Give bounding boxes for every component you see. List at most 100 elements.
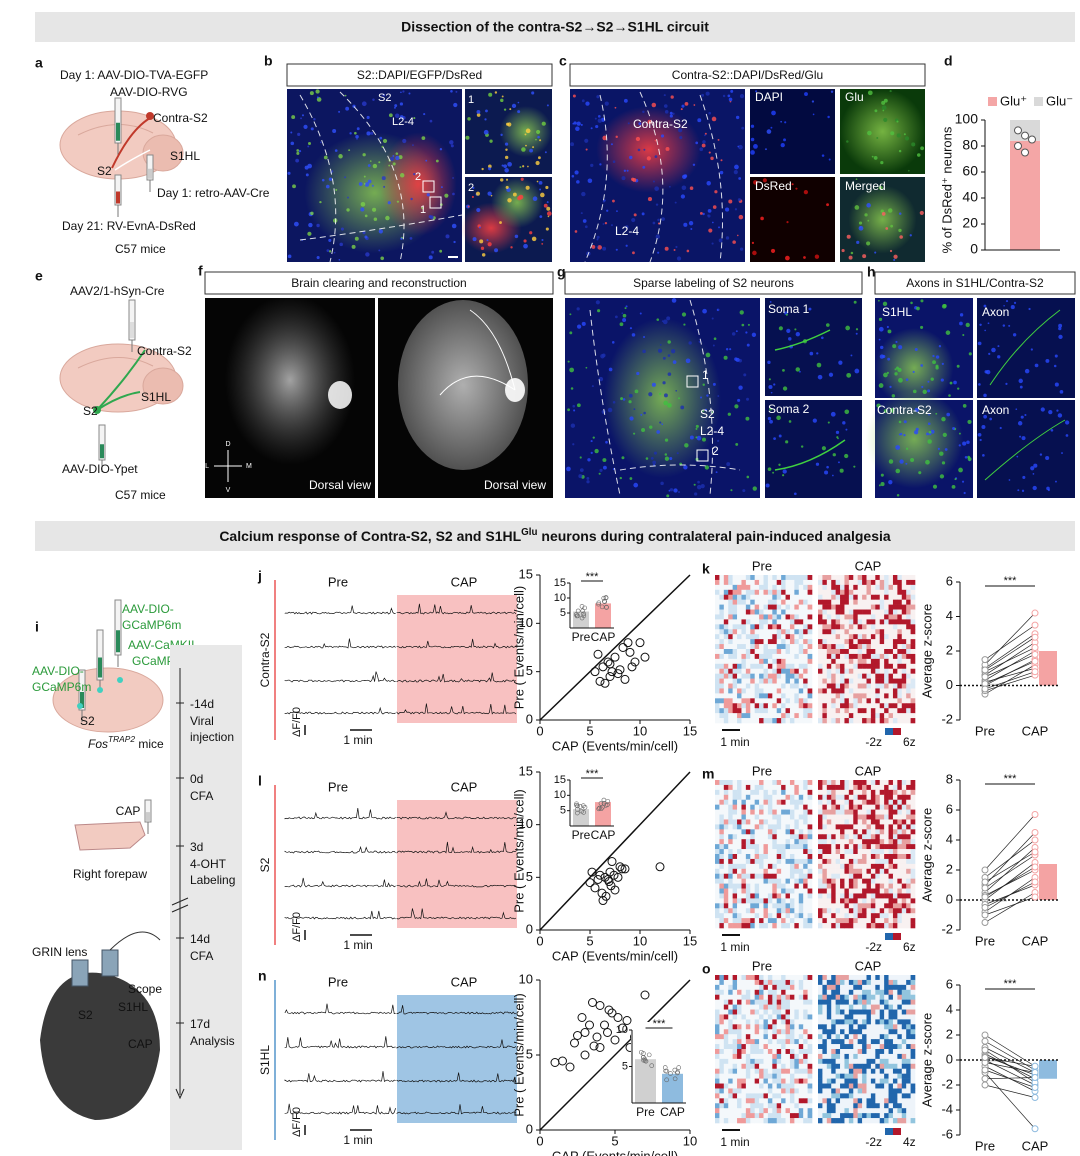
heatmap-cell	[906, 863, 911, 870]
heatmap-cell	[750, 1078, 755, 1084]
label: AAV2/1-hSyn-Cre	[70, 284, 165, 298]
heatmap-cell	[781, 794, 786, 801]
heatmap-cell	[822, 780, 828, 786]
roi-box	[429, 196, 442, 209]
heatmap-cell	[798, 1058, 804, 1065]
heatmap-cell	[719, 1058, 725, 1065]
heatmap-cell	[750, 624, 755, 630]
heatmap-cell	[715, 668, 720, 674]
micrograph-cell	[629, 155, 633, 160]
heatmap-cell	[719, 634, 725, 640]
heatmap-cell	[866, 644, 872, 650]
heatmap-cell	[798, 804, 804, 810]
heatmap-cell	[892, 1039, 898, 1045]
micrograph-cell	[304, 165, 309, 170]
label: 1 min	[343, 938, 372, 952]
heatmap-cell	[866, 809, 872, 815]
label: S1HL	[170, 149, 200, 163]
heatmap-cell	[857, 693, 863, 699]
heatmap-cell	[862, 594, 867, 600]
micrograph-cell	[719, 170, 724, 175]
label: S1HL	[882, 305, 912, 319]
heatmap-cell	[888, 594, 894, 600]
heatmap-cell	[785, 634, 791, 640]
heatmap-cell	[906, 693, 911, 699]
heatmap-cell	[789, 1083, 795, 1089]
heatmap-cell	[910, 975, 916, 981]
micrograph-cell	[596, 238, 599, 241]
micrograph-cell	[684, 101, 689, 106]
micrograph-cell	[693, 483, 696, 486]
heatmap-cell	[831, 784, 836, 791]
heatmap-cell	[844, 1063, 850, 1070]
heatmap-cell	[737, 1083, 742, 1089]
heatmap-cell	[732, 1073, 738, 1079]
micrograph-cell	[449, 140, 454, 145]
heatmap-cell	[840, 619, 845, 625]
heatmap-cell	[750, 1118, 755, 1124]
heatmap-cell	[741, 883, 747, 889]
heatmap-cell	[822, 708, 828, 714]
heatmap-cell	[719, 1014, 725, 1020]
label: 2	[415, 171, 421, 183]
micrograph-cell	[301, 114, 305, 117]
micrograph-cell	[846, 234, 851, 239]
heatmap-cell	[822, 653, 828, 660]
heatmap-cell	[763, 663, 769, 670]
micrograph-cell	[640, 413, 643, 416]
heatmap-cell	[803, 1004, 808, 1010]
heatmap-cell	[745, 814, 751, 820]
heatmap-cell	[785, 913, 791, 919]
heatmap-cell	[866, 658, 872, 665]
heatmap-cell	[884, 809, 889, 815]
heatmap-cell	[884, 854, 889, 860]
heatmap-cell	[728, 1078, 733, 1084]
heatmap-cell	[857, 703, 863, 709]
heatmap-cell	[803, 893, 808, 899]
heatmap-cell	[822, 854, 828, 860]
heatmap-cell	[866, 673, 872, 679]
text-part: neurons during contralateral pain-induce…	[538, 528, 891, 544]
micrograph-cell	[666, 316, 671, 321]
heatmap-cell	[719, 878, 725, 884]
heatmap-cell	[901, 663, 907, 670]
heatmap-cell	[910, 609, 916, 615]
heatmap-cell	[750, 913, 755, 919]
panel-letter: e	[35, 268, 43, 284]
micrograph-cell	[543, 203, 548, 208]
heatmap-cell	[789, 824, 795, 830]
micrograph-cell	[913, 430, 919, 435]
heatmap-cell	[732, 649, 738, 655]
micrograph-cell	[505, 178, 509, 181]
heatmap-cell	[857, 584, 863, 591]
heatmap-cell	[901, 829, 907, 835]
micrograph-cell	[927, 380, 930, 383]
heatmap-cell	[897, 839, 903, 845]
heatmap-cell	[857, 708, 863, 714]
heatmap-cell	[862, 858, 867, 865]
heatmap-cell	[879, 873, 885, 879]
micrograph-cell	[547, 215, 550, 218]
heatmap-cell	[910, 639, 916, 645]
micrograph-cell	[520, 177, 524, 181]
heatmap-cell	[803, 708, 808, 714]
heatmap-cell	[732, 663, 738, 670]
heatmap-cell	[818, 854, 823, 860]
heatmap-cell	[803, 624, 808, 630]
heatmap-cell	[840, 703, 845, 709]
heatmap-cell	[826, 649, 832, 655]
heatmap-cell	[803, 1058, 808, 1065]
heatmap-cell	[844, 1034, 850, 1040]
heatmap-cell	[767, 1049, 773, 1055]
heatmap-cell	[728, 908, 733, 914]
heatmap-cell	[853, 604, 858, 610]
heatmap-cell	[897, 629, 903, 635]
heatmap-cell	[785, 883, 791, 889]
heatmap-cell	[715, 609, 720, 615]
heatmap-cell	[822, 844, 828, 850]
heatmap-cell	[901, 604, 907, 610]
heatmap-cell	[794, 698, 800, 704]
heatmap-cell	[794, 579, 800, 586]
heatmap-cell	[818, 1044, 823, 1050]
micrograph-cell	[769, 300, 772, 303]
